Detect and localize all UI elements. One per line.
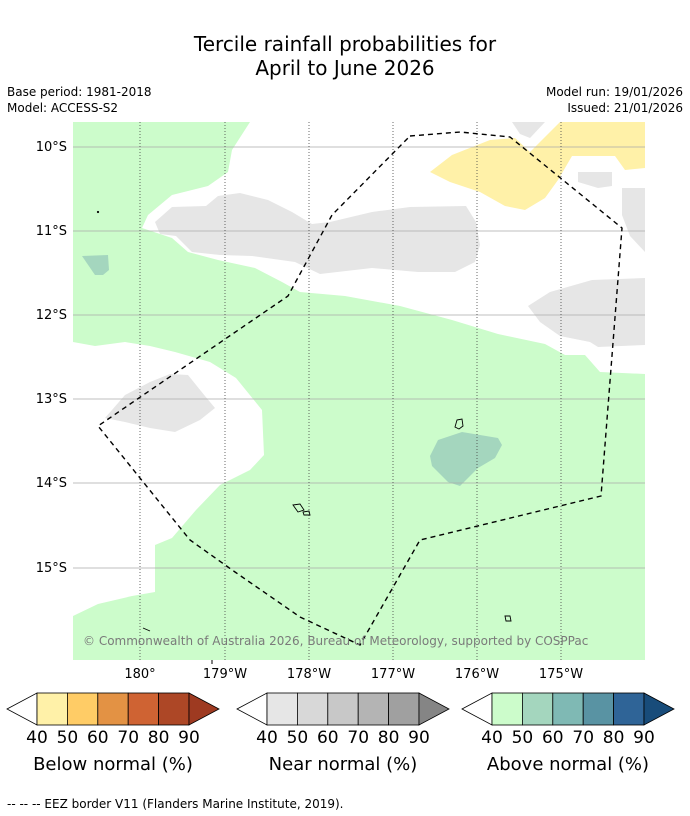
above-normal-colorbar-segment <box>552 692 584 726</box>
near-normal-region-east <box>528 278 645 347</box>
lat-tick-label: 10°S <box>36 140 67 155</box>
above-normal-colorbar-extend-high <box>643 692 675 726</box>
lon-tick-label: 178°W <box>287 667 331 682</box>
above-normal-colorbar-tick: 90 <box>633 728 655 748</box>
chart-title-line1: Tercile rainfall probabilities for <box>193 32 497 56</box>
near-normal-colorbar-segment <box>296 692 329 726</box>
above-normal-colorbar-tick: 40 <box>481 728 503 748</box>
below-normal-colorbar-segment <box>36 692 68 726</box>
model-run-label: Model run: 19/01/2026 <box>545 85 683 99</box>
below-normal-region-north <box>430 122 645 210</box>
below-normal-colorbar-title: Below normal (%) <box>33 754 193 775</box>
above-normal-colorbar-segment <box>522 692 554 726</box>
near-normal-colorbar-tick: 90 <box>408 728 430 748</box>
forecast-map: 10°S 11°S 12°S 13°S 14°S 15°S 180° 179°W… <box>6 122 675 775</box>
above-normal-colorbar-title: Above normal (%) <box>487 754 649 775</box>
above-normal-colorbar-tick: 60 <box>542 728 564 748</box>
lon-tick-label: 180° <box>124 667 155 682</box>
lat-tick-label: 14°S <box>36 476 67 491</box>
below-normal-colorbar-tick: 80 <box>148 728 170 748</box>
below-normal-colorbar-extend-low <box>6 692 38 726</box>
near-normal-colorbar-tick: 50 <box>287 728 309 748</box>
near-normal-region-right <box>622 188 645 252</box>
near-normal-region-north <box>155 193 480 274</box>
model-label: Model: ACCESS-S2 <box>7 101 119 115</box>
near-normal-region-top-right <box>578 172 612 188</box>
below-normal-colorbar-segment <box>127 692 159 726</box>
near-normal-colorbar-tick: 60 <box>317 728 339 748</box>
lat-tick-label: 11°S <box>36 224 67 239</box>
above-normal-colorbar-segment <box>491 692 523 726</box>
lon-tick-label: 175°W <box>539 667 583 682</box>
lon-tick-label: 177°W <box>371 667 415 682</box>
above-normal-colorbar-segment <box>613 692 645 726</box>
below-normal-colorbar-tick: 50 <box>57 728 79 748</box>
issued-label: Issued: 21/01/2026 <box>567 101 683 115</box>
colorbar-legends: 40 50 60 70 80 90 Below normal (%) 40 50 60 70 80 90… <box>6 692 675 775</box>
eez-border-line <box>96 131 623 646</box>
below-normal-colorbar-tick: 90 <box>178 728 200 748</box>
near-normal-colorbar-tick: 40 <box>256 728 278 748</box>
lon-tick-label: 176°W <box>455 667 499 682</box>
lat-tick-label: 15°S <box>36 561 67 576</box>
above-normal-colorbar-tick: 50 <box>512 728 534 748</box>
above-normal-colorbar-tick: 80 <box>603 728 625 748</box>
near-normal-colorbar-tick: 80 <box>378 728 400 748</box>
below-normal-colorbar-segment <box>97 692 129 726</box>
near-normal-colorbar-segment <box>388 692 420 726</box>
near-normal-colorbar-title: Near normal (%) <box>269 754 418 775</box>
below-normal-colorbar-extend-high <box>188 692 220 726</box>
eez-legend-text: -- -- -- EEZ border V11 (Flanders Marine… <box>7 797 344 811</box>
near-normal-colorbar-segment <box>266 692 298 726</box>
below-normal-colorbar-segment <box>158 692 190 726</box>
lat-tick-label: 12°S <box>36 308 67 323</box>
latitude-gridlines <box>73 146 645 569</box>
near-normal-colorbar-extend-low <box>236 692 268 726</box>
above-normal-colorbar-extend-low <box>461 692 493 726</box>
lat-tick-label: 13°S <box>36 392 67 407</box>
above-normal-region-main <box>73 122 645 660</box>
above-normal-colorbar-segment <box>582 692 615 726</box>
above-normal-region-60-east <box>430 432 502 486</box>
below-normal-colorbar-tick: 70 <box>117 728 139 748</box>
above-normal-region-60-west <box>82 255 109 275</box>
above-normal-colorbar-tick: 70 <box>572 728 594 748</box>
island-outlines <box>96 210 512 632</box>
near-normal-region-west <box>105 374 215 432</box>
below-normal-colorbar-segment <box>67 692 99 726</box>
near-normal-region-top <box>512 122 545 138</box>
base-period-label: Base period: 1981-2018 <box>7 85 152 99</box>
near-normal-colorbar-tick: 70 <box>347 728 369 748</box>
copyright-credit: © Commonwealth of Australia 2026, Bureau… <box>83 634 588 648</box>
below-normal-colorbar-tick: 60 <box>87 728 109 748</box>
lon-tick-label: 179°W <box>203 667 247 682</box>
near-normal-colorbar-extend-high <box>418 692 450 726</box>
near-normal-colorbar-segment <box>327 692 359 726</box>
near-normal-colorbar-segment <box>357 692 390 726</box>
below-normal-colorbar-tick: 40 <box>26 728 48 748</box>
chart-title-line2: April to June 2026 <box>255 56 435 80</box>
